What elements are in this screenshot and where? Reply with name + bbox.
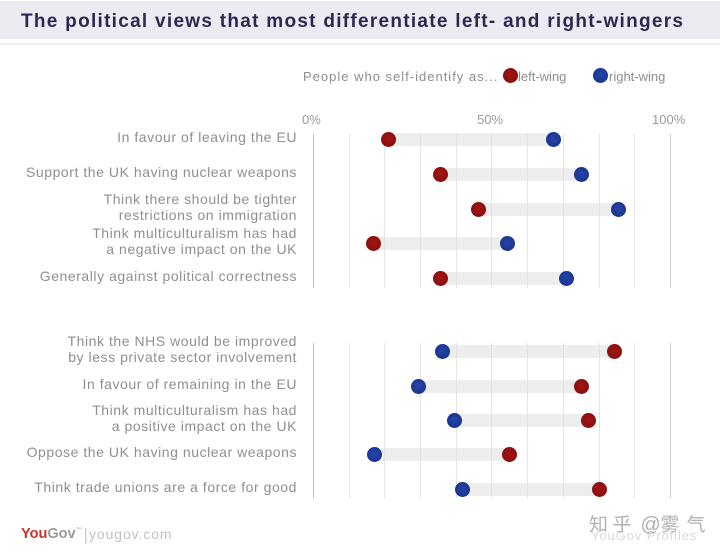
svg-text:@: @: [641, 514, 661, 536]
